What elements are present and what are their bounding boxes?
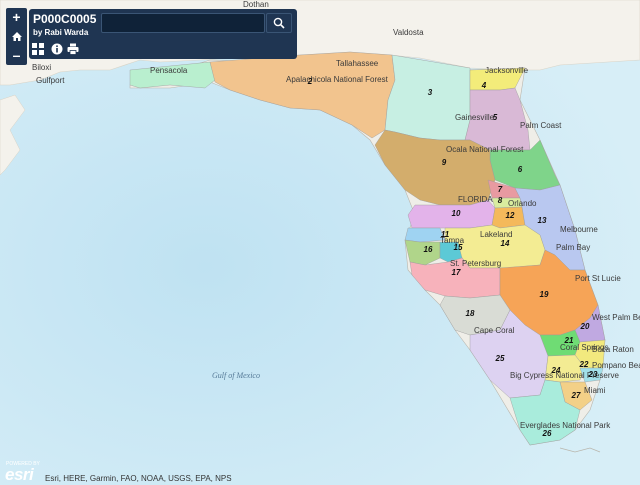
district-label-13: 13 [538, 216, 547, 225]
district-label-11: 11 [441, 230, 450, 239]
place-palm-bay: Palm Bay [556, 243, 590, 252]
place-coral-springs: Coral Springs [560, 343, 608, 352]
florida-keys [559, 447, 601, 453]
district-label-27: 27 [571, 391, 581, 400]
district-23[interactable] [579, 367, 604, 383]
place-st-petersburg: St. Petersburg [450, 259, 501, 268]
district-label-18: 18 [466, 309, 475, 318]
delta-land [0, 94, 26, 176]
logo-brand: esri [5, 465, 34, 484]
place-orlando: Orlando [508, 199, 537, 208]
header-panel: P000C0005 by Rabi Warda [29, 9, 297, 59]
search-input[interactable] [101, 13, 265, 33]
place-everglades: Everglades National Park [520, 421, 611, 430]
search-icon [273, 17, 285, 29]
district-9[interactable] [374, 129, 496, 206]
district-label-23: 23 [588, 370, 598, 379]
district-label-5: 5 [493, 113, 498, 122]
info-icon [51, 43, 63, 55]
district-label-25: 25 [495, 354, 505, 363]
attribution: Esri, HERE, Garmin, FAO, NOAA, USGS, EPA… [45, 474, 232, 483]
district-26[interactable] [509, 379, 581, 446]
place-palm-coast: Palm Coast [520, 121, 562, 130]
place-lakeland: Lakeland [480, 230, 512, 239]
app-subtitle: by Rabi Warda [33, 28, 89, 37]
district-label-9: 9 [442, 158, 447, 167]
place-jacksonville: Jacksonville [485, 66, 529, 75]
district-label-10: 10 [452, 209, 461, 218]
place-cape-coral: Cape Coral [474, 326, 515, 335]
district-label-15: 15 [454, 243, 463, 252]
district-label-16: 16 [424, 245, 433, 254]
place-biloxi: Biloxi [32, 63, 51, 72]
esri-logo: POWERED BY esri [4, 461, 44, 484]
district-2[interactable] [209, 51, 396, 139]
basemap-gallery-icon [32, 43, 44, 55]
district-label-2: 2 [307, 77, 313, 86]
place-valdosta: Valdosta [393, 28, 424, 37]
place-apalachicola: Apalachicola National Forest [286, 75, 389, 84]
district-label-21: 21 [564, 336, 574, 345]
district-label-3: 3 [428, 88, 433, 97]
place-port-st-lucie: Port St Lucie [575, 274, 621, 283]
zoom-out-button[interactable]: – [12, 47, 21, 63]
home-button[interactable] [6, 27, 27, 46]
district-label-20: 20 [580, 322, 590, 331]
district-label-19: 19 [540, 290, 549, 299]
district-label-12: 12 [506, 211, 515, 220]
print-icon [67, 43, 79, 55]
info-button[interactable] [51, 42, 65, 56]
place-gulfport: Gulfport [36, 76, 65, 85]
home-icon [11, 32, 22, 41]
district-label-24: 24 [551, 366, 561, 375]
district-label-26: 26 [542, 429, 552, 438]
place-miami: Miami [584, 386, 606, 395]
place-west-palm-beach: West Palm Beach [592, 313, 640, 322]
zoom-in-button[interactable]: + [12, 9, 21, 25]
place-melbourne: Melbourne [560, 225, 598, 234]
district-11[interactable] [404, 227, 446, 243]
place-dothan: Dothan [243, 0, 269, 9]
search-button[interactable] [266, 13, 292, 33]
district-label-22: 22 [579, 360, 589, 369]
district-label-6: 6 [518, 165, 523, 174]
district-label-17: 17 [452, 268, 461, 277]
place-tallahassee: Tallahassee [336, 59, 379, 68]
place-big-cypress: Big Cypress National Preserve [510, 371, 619, 380]
place-boca-raton: Boca Raton [592, 345, 634, 354]
place-gainesville: Gainesville [455, 113, 495, 122]
district-label-8: 8 [498, 196, 503, 205]
basemap-gallery-button[interactable] [32, 42, 46, 56]
zoom-control: + – [6, 8, 27, 65]
place-florida: FLORIDA [458, 195, 493, 204]
print-button[interactable] [67, 42, 81, 56]
place-tampa: Tampa [440, 236, 465, 245]
logo-powered-by: POWERED BY [6, 461, 40, 467]
district-label-4: 4 [481, 81, 487, 90]
district-label-14: 14 [501, 239, 510, 248]
place-pompano-beach: Pompano Beach [592, 361, 640, 370]
place-ocala: Ocala National Forest [446, 145, 524, 154]
place-pensacola: Pensacola [150, 66, 188, 75]
district-3[interactable] [384, 54, 471, 141]
district-label-7: 7 [498, 185, 503, 194]
place-gulf: Gulf of Mexico [212, 371, 260, 380]
app-title: P000C0005 [33, 12, 97, 26]
